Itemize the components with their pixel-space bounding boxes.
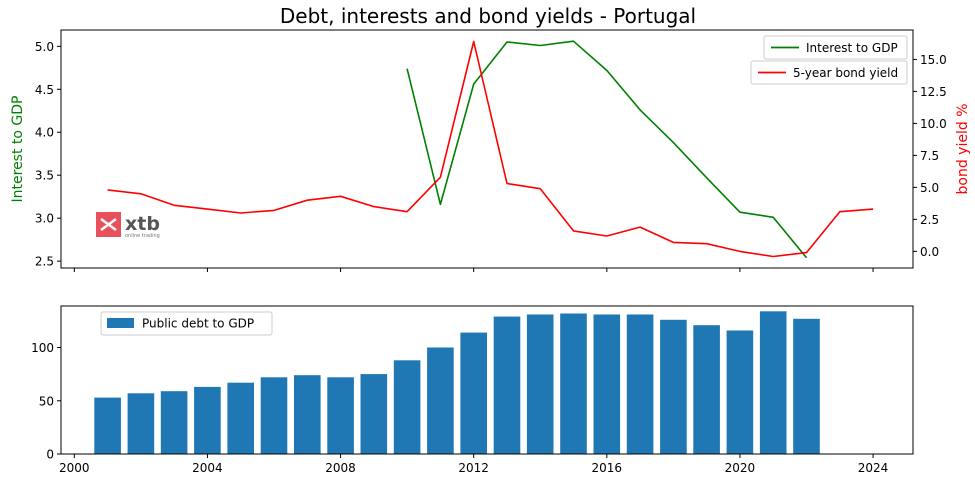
top-plot-frame bbox=[60, 29, 914, 269]
bottom-plot-frame bbox=[60, 305, 914, 455]
debt-bar bbox=[427, 347, 454, 454]
xtb-logo-x-icon bbox=[100, 217, 117, 232]
right-y-tick-label: 0.0 bbox=[920, 245, 939, 259]
debt-bar bbox=[726, 330, 754, 454]
left-y-tick-label: 5.0 bbox=[35, 40, 54, 54]
bottom-y-tick-label: 0 bbox=[46, 448, 54, 462]
legend-public-debt-box bbox=[100, 311, 273, 336]
legend-bond-yield: 5-year bond yield bbox=[750, 60, 908, 85]
legend-public-debt-swatch bbox=[107, 318, 134, 328]
debt-bar bbox=[327, 377, 354, 454]
bottom-y-tick-label: 50 bbox=[39, 394, 54, 408]
legend-public-debt-label: Public debt to GDP bbox=[142, 317, 254, 331]
right-y-axis-label: bond yield % bbox=[955, 104, 971, 195]
chart-title: Debt, interests and bond yields - Portug… bbox=[280, 4, 696, 28]
debt-bar bbox=[593, 314, 621, 454]
right-y-tick-label: 5.0 bbox=[920, 181, 939, 195]
debt-bar bbox=[460, 332, 487, 454]
debt-bar bbox=[360, 374, 388, 454]
legend-bond-yield-box bbox=[750, 60, 908, 85]
debt-bar bbox=[793, 318, 820, 454]
xtb-brand-text: xtb bbox=[125, 213, 160, 235]
series-line-bond-yield bbox=[107, 40, 874, 258]
bottom-x-tick-label: 2008 bbox=[325, 461, 356, 475]
bottom-x-tick-label: 2020 bbox=[725, 461, 756, 475]
debt-bar bbox=[693, 325, 720, 454]
debt-bar bbox=[160, 391, 188, 454]
debt-bar bbox=[626, 314, 654, 454]
left-y-tick-label: 4.5 bbox=[35, 83, 54, 97]
debt-bar bbox=[493, 316, 521, 454]
right-y-tick-label: 7.5 bbox=[920, 149, 939, 163]
debt-bar bbox=[393, 360, 421, 454]
debt-bar bbox=[127, 393, 155, 454]
debt-bar bbox=[759, 311, 787, 454]
legend-bond-yield-label: 5-year bond yield bbox=[793, 66, 898, 80]
left-y-tick-label: 2.5 bbox=[35, 255, 54, 269]
bottom-y-tick-label: 100 bbox=[31, 341, 54, 355]
bottom-x-tick-label: 2024 bbox=[858, 461, 889, 475]
left-y-tick-label: 3.5 bbox=[35, 169, 54, 183]
debt-bar bbox=[660, 319, 687, 454]
debt-bar bbox=[560, 313, 587, 454]
legend-interest-to-gdp: Interest to GDP bbox=[763, 35, 908, 60]
bottom-chart: 0 50 100 2000 2004 2008 2012 2016 2020 2024 Public… bbox=[31, 305, 914, 475]
bottom-x-tick-label: 2000 bbox=[59, 461, 90, 475]
left-y-tick-label: 3.0 bbox=[35, 212, 54, 226]
right-y-tick-label: 15.0 bbox=[920, 53, 947, 67]
right-y-tick-label: 12.5 bbox=[920, 85, 947, 99]
debt-bar bbox=[526, 314, 554, 454]
legend-interest-to-gdp-label: Interest to GDP bbox=[806, 41, 898, 55]
debt-bar bbox=[194, 386, 221, 454]
left-y-axis-label: Interest to GDP bbox=[10, 96, 26, 203]
legend-public-debt: Public debt to GDP bbox=[100, 311, 273, 336]
debt-bar bbox=[294, 375, 321, 454]
bottom-x-tick-label: 2012 bbox=[458, 461, 489, 475]
bottom-x-tick-label: 2004 bbox=[192, 461, 223, 475]
bottom-x-tick-label: 2016 bbox=[592, 461, 623, 475]
debt-bar bbox=[94, 397, 121, 454]
xtb-tagline-text: online trading bbox=[125, 233, 160, 239]
right-y-tick-label: 10.0 bbox=[920, 117, 947, 131]
xtb-watermark-overlay bbox=[140, 192, 195, 208]
left-y-tick-label: 4.0 bbox=[35, 126, 54, 140]
series-line-interest-to-gdp bbox=[406, 40, 808, 259]
right-y-tick-label: 2.5 bbox=[920, 213, 939, 227]
debt-bar bbox=[260, 377, 288, 454]
legend-interest-to-gdp-box bbox=[763, 35, 908, 60]
debt-bar bbox=[227, 382, 254, 454]
